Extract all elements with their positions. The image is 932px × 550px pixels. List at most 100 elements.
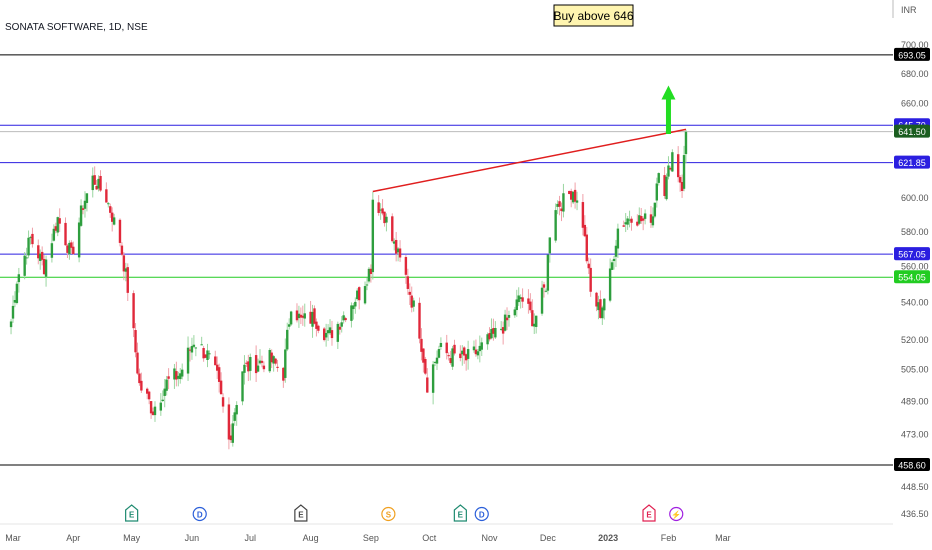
candle-body	[589, 267, 592, 292]
candle-body	[628, 219, 631, 221]
candle-body	[77, 222, 81, 258]
x-tick-0: Mar	[5, 533, 21, 543]
candle-body	[50, 243, 54, 258]
candle-body	[214, 356, 217, 366]
candle-body	[461, 350, 464, 355]
candle-body	[268, 349, 271, 372]
candle-body	[529, 301, 532, 311]
candle-body	[354, 301, 357, 307]
candle-body	[478, 345, 481, 352]
x-tick-8: Nov	[482, 533, 499, 543]
candle-body	[352, 305, 355, 310]
candle-body	[614, 245, 618, 257]
candle-body	[344, 318, 347, 321]
candle-body	[79, 205, 83, 226]
currency-label: INR	[901, 5, 917, 15]
candle-body	[175, 371, 178, 380]
candle-body	[651, 216, 655, 226]
candle-body	[163, 388, 166, 396]
candle-body	[323, 328, 326, 341]
time-axis[interactable]: Mar Apr May Jun Jul Aug Sep Oct Nov Dec 2023 Feb Mar	[5, 533, 730, 543]
candle-body	[52, 228, 56, 241]
x-tick-4: Jul	[245, 533, 257, 543]
candle-body	[85, 193, 89, 203]
candle-body	[311, 311, 314, 327]
event-marker-4[interactable]: E	[453, 504, 467, 522]
event-marker-label-3: S	[386, 511, 392, 520]
candle-body	[433, 361, 437, 363]
candle-body	[608, 268, 612, 301]
candle-body	[179, 373, 182, 380]
candle-body	[540, 287, 544, 314]
candle-body	[66, 245, 69, 253]
candle-body	[25, 257, 28, 259]
candle-body	[40, 251, 44, 260]
event-marker-6[interactable]: E	[642, 504, 656, 522]
candle-body	[599, 299, 602, 318]
candle-body	[603, 298, 606, 311]
trendline[interactable]	[372, 128, 687, 193]
event-marker-0[interactable]: E	[125, 504, 139, 522]
y-tick-12: 473.00	[901, 429, 929, 439]
candle-body	[262, 365, 266, 370]
event-marker-3[interactable]: S	[381, 506, 396, 522]
x-tick-2: May	[123, 533, 141, 543]
candle-body	[254, 355, 258, 374]
candle-body	[147, 391, 151, 400]
price-tag-2	[894, 124, 930, 138]
candle-body	[583, 224, 587, 237]
event-marker-label-7: ⚡	[671, 510, 681, 520]
candle-body	[643, 213, 647, 219]
price-tag-4	[894, 247, 930, 261]
candle-body	[227, 404, 231, 440]
candle-body	[140, 380, 143, 391]
candle-body	[480, 342, 483, 350]
candle-body	[112, 217, 116, 225]
candle-body	[216, 364, 219, 371]
event-marker-2[interactable]: E	[294, 504, 308, 522]
candle-body	[533, 323, 536, 327]
candle-body	[601, 307, 604, 319]
candle-body	[466, 349, 470, 359]
candle-body	[350, 305, 353, 321]
candle-body	[204, 354, 207, 358]
candle-body	[309, 311, 312, 324]
candle-body	[190, 346, 194, 353]
candle-body	[330, 330, 334, 339]
y-tick-5: 600.00	[901, 193, 929, 203]
symbol-title: SONATA SOFTWARE, 1D, NSE	[5, 22, 148, 33]
candle-body	[626, 218, 629, 225]
candle-body	[391, 216, 394, 242]
candle-body	[521, 297, 524, 302]
candle-body	[431, 364, 435, 393]
event-marker-1[interactable]: D	[192, 506, 207, 522]
candle-body	[44, 259, 48, 277]
candle-body	[274, 358, 277, 364]
candle-body	[671, 152, 674, 172]
event-marker-label-6: E	[646, 511, 652, 520]
candle-body	[206, 350, 209, 360]
candle-body	[249, 357, 252, 371]
candle-body	[505, 317, 509, 321]
drawings	[372, 85, 687, 193]
candle-body	[188, 349, 192, 351]
y-tick-11: 489.00	[901, 396, 929, 406]
event-marker-7[interactable]: ⚡	[669, 506, 684, 522]
candle-body	[573, 189, 577, 202]
candle-body	[464, 354, 468, 361]
candle-body	[64, 222, 67, 246]
annotation-box[interactable]: Buy above 646	[553, 4, 634, 27]
candle-body	[463, 347, 466, 356]
candle-body	[653, 202, 657, 217]
candle-body	[610, 262, 614, 270]
candle-body	[449, 358, 452, 364]
candle-body	[680, 181, 684, 191]
candle-body	[503, 314, 507, 331]
candle-body	[451, 348, 454, 367]
candle-body	[217, 367, 221, 382]
candle-body	[58, 218, 61, 224]
candle-body	[233, 412, 236, 421]
event-marker-5[interactable]: D	[474, 506, 489, 522]
candle-body	[472, 346, 476, 351]
